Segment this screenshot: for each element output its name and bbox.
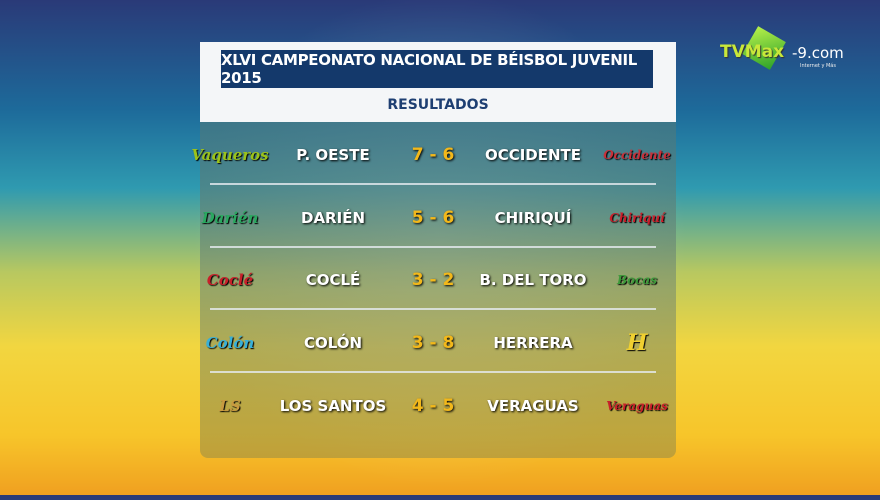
score: 5 - 6 [411,208,455,228]
away-team: CHIRIQUÍ [494,209,572,227]
away-team-logo: Occidente [603,148,671,162]
row-divider [210,371,656,373]
home-team: DARIÉN [301,209,365,227]
home-team: LOS SANTOS [279,397,387,415]
score: 7 - 6 [411,145,455,165]
score: 3 - 8 [411,333,455,353]
brand-tagline: Internet y Más [800,63,836,69]
score: 3 - 2 [411,270,455,290]
home-team: P. OESTE [296,146,370,164]
away-team: HERRERA [493,334,573,352]
page-title: XLVI CAMPEONATO NACIONAL DE BÉISBOL JUVE… [221,50,653,88]
game-row: Darién DARIÉN 5 - 6 CHIRIQUÍ Chiriquí [200,188,676,248]
brand-name: TVMax [720,42,785,62]
results-list: Vaqueros P. OESTE 7 - 6 OCCIDENTE Occide… [191,122,676,458]
home-team-logo: Colón [205,334,255,352]
score: 4 - 5 [411,396,455,416]
home-team-logo: Vaqueros [191,146,269,164]
away-team: B. DEL TORO [479,271,587,289]
home-team: COLÓN [303,334,363,352]
home-team-logo: Darién [201,209,259,227]
home-team: COCLÉ [305,271,361,289]
brand-suffix: -9.com [792,44,844,62]
section-subtitle: RESULTADOS [387,97,489,113]
row-divider [210,308,656,310]
away-team-logo: Bocas [617,273,657,287]
game-row: Coclé COCLÉ 3 - 2 B. DEL TORO Bocas [200,250,676,310]
row-divider [210,246,656,248]
game-row: Vaqueros P. OESTE 7 - 6 OCCIDENTE Occide… [191,125,676,185]
channel-logo: TVMax -9.com Internet y Más [720,26,870,70]
away-team: OCCIDENTE [484,146,582,164]
away-team-logo: H [626,330,648,356]
game-row: Colón COLÓN 3 - 8 HERRERA H [200,313,676,373]
away-team: VERAGUAS [487,397,579,415]
away-team-logo: Chiriquí [609,211,665,225]
results-panel: XLVI CAMPEONATO NACIONAL DE BÉISBOL JUVE… [191,42,676,458]
row-divider [210,183,656,185]
header: XLVI CAMPEONATO NACIONAL DE BÉISBOL JUVE… [200,42,676,122]
home-team-logo: Coclé [206,271,254,289]
home-team-logo: LS [219,397,241,415]
game-row: LS LOS SANTOS 4 - 5 VERAGUAS Veraguas [200,376,676,436]
away-team-logo: Veraguas [606,399,668,413]
